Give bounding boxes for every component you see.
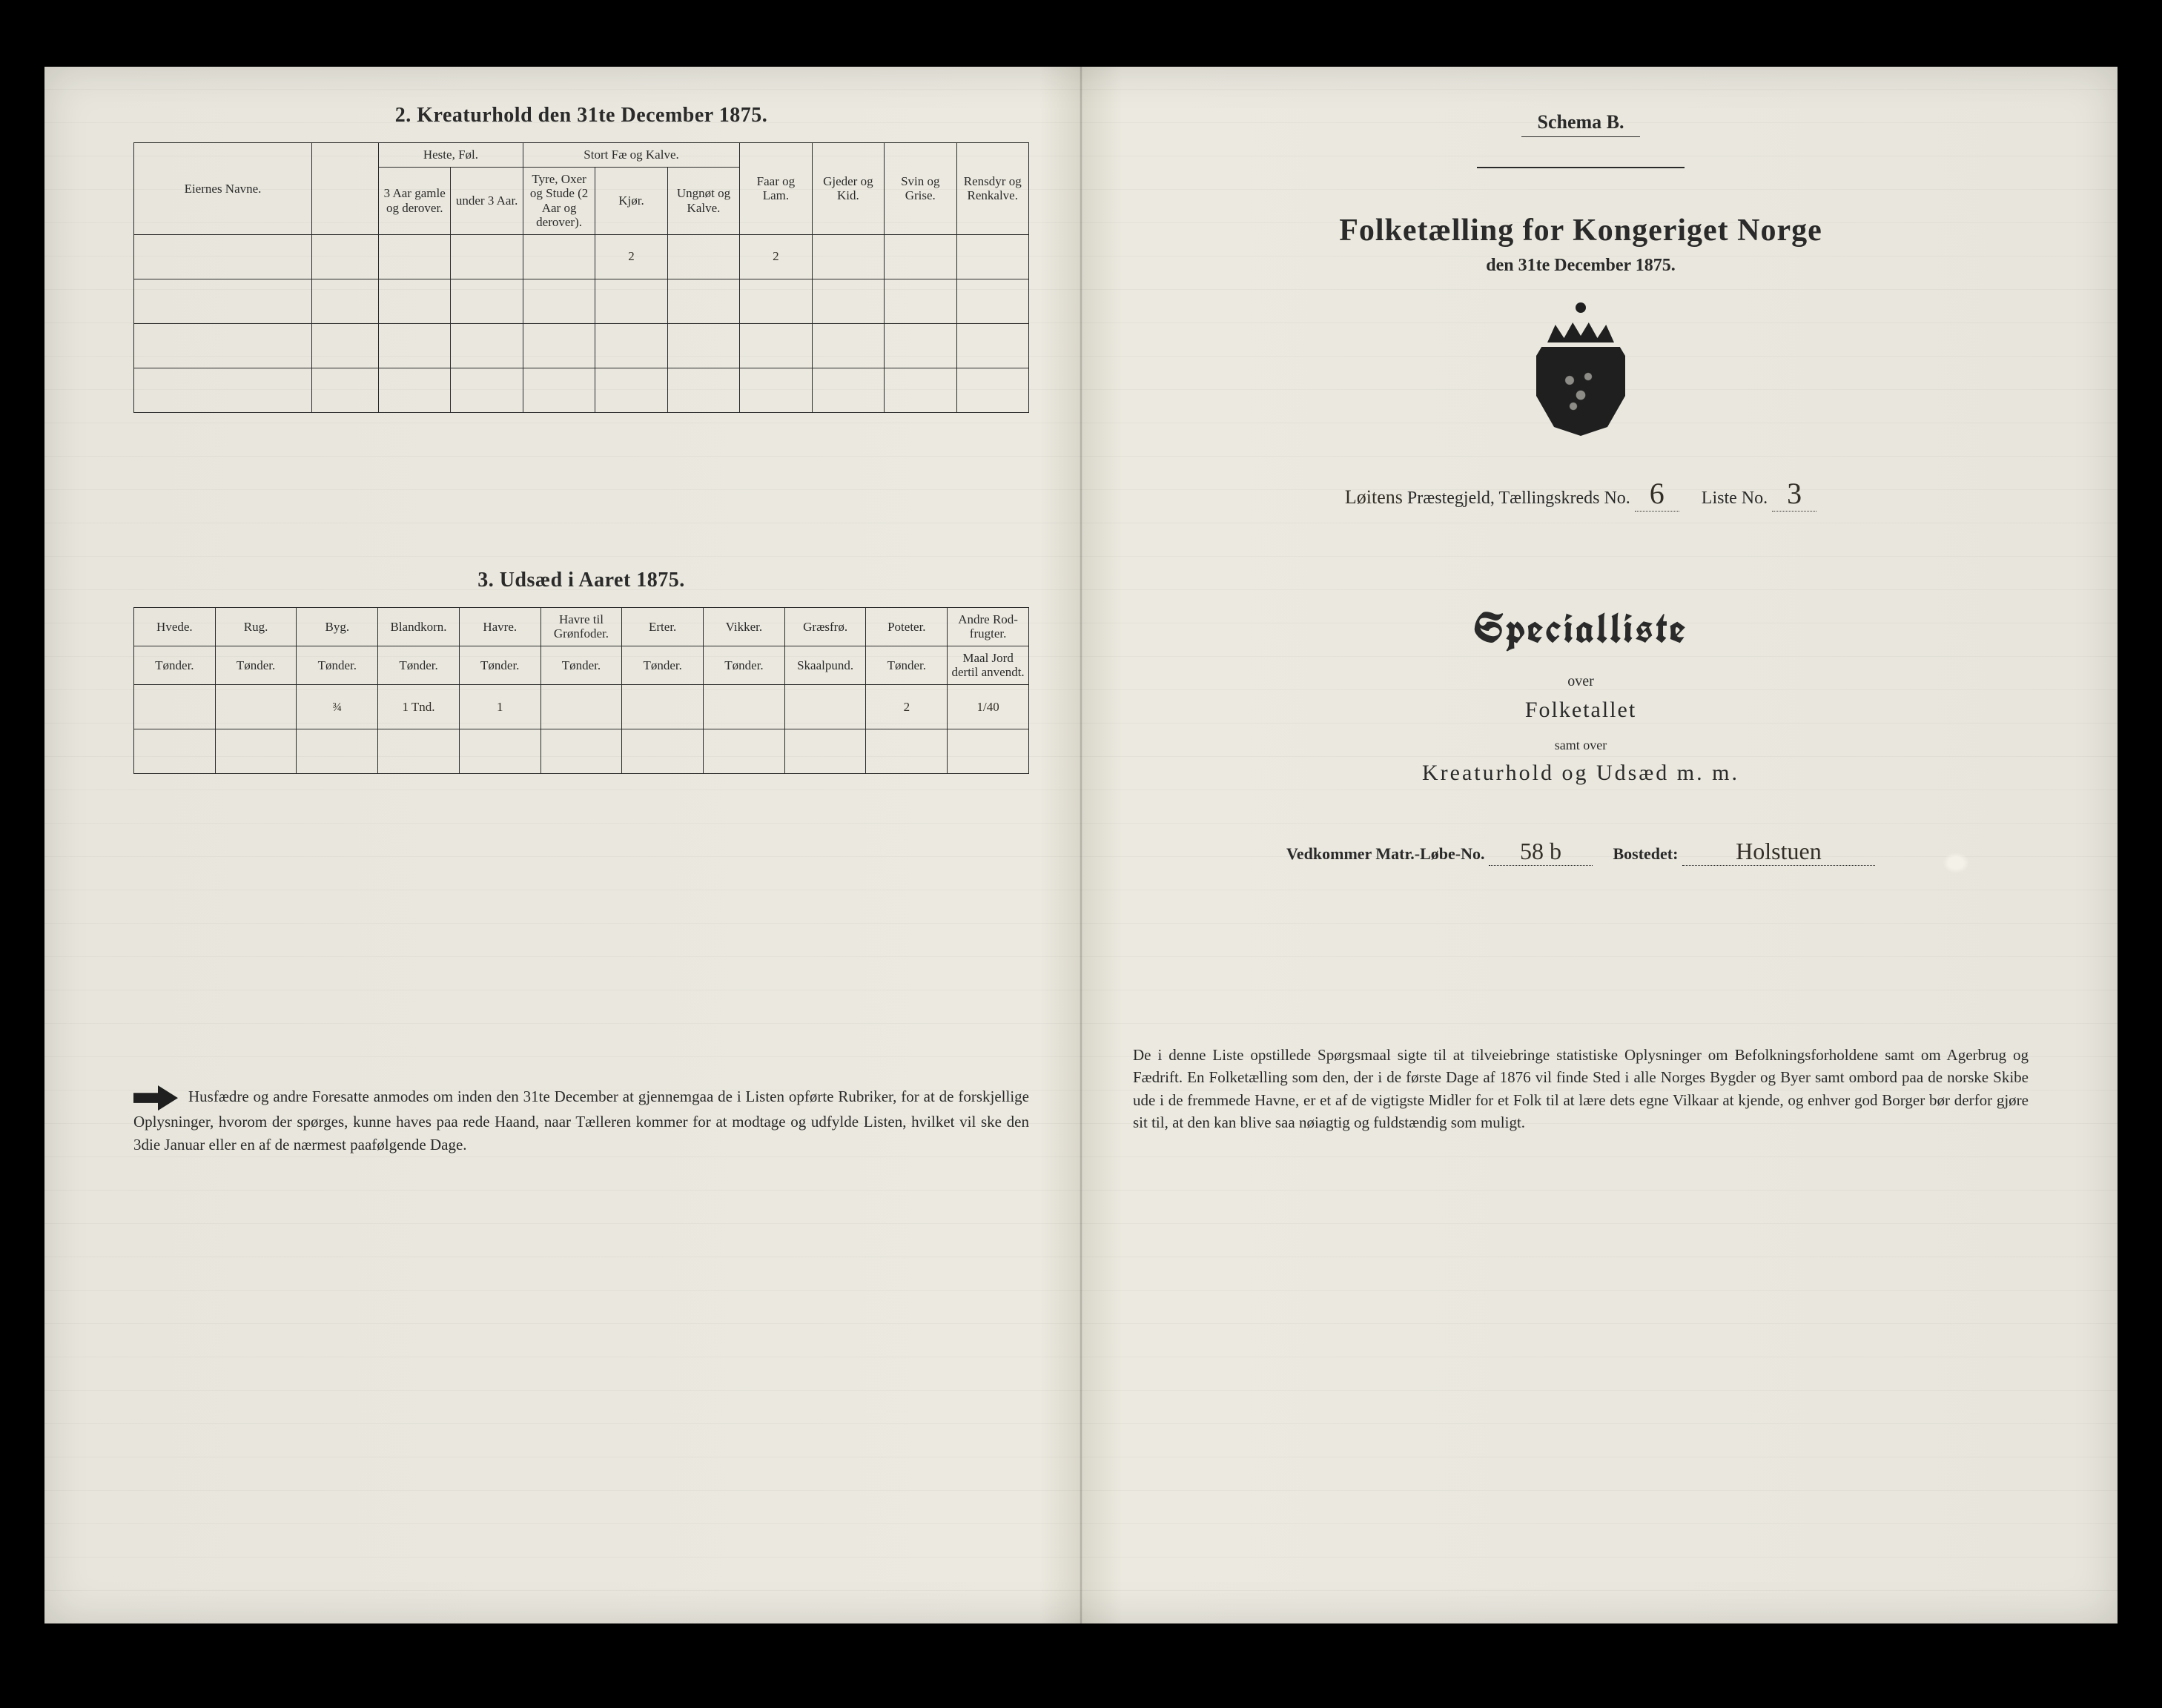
liste-label: Liste No. — [1702, 489, 1768, 508]
u10: Tønder. — [866, 646, 948, 684]
table-row — [134, 279, 1029, 323]
u6: Tønder. — [540, 646, 622, 684]
shield-icon — [1536, 347, 1625, 436]
over-label: over — [1133, 673, 2029, 690]
c8: Vikker. — [704, 607, 785, 646]
table-row: ¾ 1 Tnd. 1 2 1/40 — [134, 684, 1029, 729]
section2-title: 2. Kreaturhold den 31te December 1875. — [133, 104, 1029, 128]
scan-frame: 2. Kreaturhold den 31te December 1875. E… — [0, 0, 2162, 1708]
left-footnote-text: Husfædre og andre Foresatte anmodes om i… — [133, 1088, 1029, 1153]
left-footnote: Husfædre og andre Foresatte anmodes om i… — [133, 1085, 1029, 1156]
table-row: Hvede. Rug. Byg. Blandkorn. Havre. Havre… — [134, 607, 1029, 646]
parish-mid: Præstegjeld, Tællingskreds No. — [1407, 489, 1630, 508]
bostedet-label: Bostedet: — [1613, 844, 1678, 863]
parish-line: Løitens Præstegjeld, Tællingskreds No. 6… — [1133, 476, 2029, 512]
table-row: Eiernes Navne. Heste, Føl. Stort Fæ og K… — [134, 143, 1029, 168]
c2: Rug. — [215, 607, 297, 646]
section2-table: Eiernes Navne. Heste, Føl. Stort Fæ og K… — [133, 142, 1029, 413]
table-row — [134, 323, 1029, 368]
c7: Erter. — [622, 607, 704, 646]
col-reindeer: Rensdyr og Renkalve. — [956, 143, 1029, 235]
table-row: Tønder. Tønder. Tønder. Tønder. Tønder. … — [134, 646, 1029, 684]
specialliste-heading: Specialliste — [1133, 600, 2029, 655]
folketallet-label: Folketallet — [1133, 698, 2029, 723]
matr-no: 58 b — [1489, 838, 1593, 866]
u9: Skaalpund. — [784, 646, 866, 684]
col-sheep: Faar og Lam. — [740, 143, 812, 235]
val-cattle2: 2 — [595, 234, 667, 279]
u11: Maal Jord dertil anvendt. — [948, 646, 1029, 684]
c10: Poteter. — [866, 607, 948, 646]
kreatur-udsaed-label: Kreaturhold og Udsæd m. m. — [1133, 761, 2029, 786]
c5: Havre. — [459, 607, 540, 646]
v-c11: 1/40 — [948, 684, 1029, 729]
c6: Havre til Grønfoder. — [540, 607, 622, 646]
vedkommer-line: Vedkommer Matr.-Løbe-No. 58 b Bostedet: … — [1133, 838, 2029, 866]
left-page: 2. Kreaturhold den 31te December 1875. E… — [44, 67, 1081, 1623]
u3: Tønder. — [297, 646, 378, 684]
main-title: Folketælling for Kongeriget Norge — [1133, 213, 2029, 248]
col-goats: Gjeder og Kid. — [812, 143, 884, 235]
table-row — [134, 368, 1029, 412]
c4: Blandkorn. — [378, 607, 460, 646]
c1: Hvede. — [134, 607, 216, 646]
page-spread: 2. Kreaturhold den 31te December 1875. E… — [44, 67, 2118, 1623]
schema-label: Schema B. — [1521, 111, 1640, 137]
col-blank — [312, 143, 379, 235]
crown-icon — [1547, 313, 1614, 342]
col-cattle3: Ungnøt og Kalve. — [667, 167, 739, 234]
v-c3: ¾ — [297, 684, 378, 729]
table-row — [134, 729, 1029, 773]
col-horses: Heste, Føl. — [379, 143, 523, 168]
col-owner: Eiernes Navne. — [134, 143, 312, 235]
u8: Tønder. — [704, 646, 785, 684]
coat-of-arms-icon — [1529, 313, 1633, 439]
samt-label: samt over — [1133, 738, 2029, 753]
v-c10: 2 — [866, 684, 948, 729]
col-horse2: under 3 Aar. — [451, 167, 523, 234]
u5: Tønder. — [459, 646, 540, 684]
c11: Andre Rod-frugter. — [948, 607, 1029, 646]
v-c5: 1 — [459, 684, 540, 729]
right-footnote: De i denne Liste opstillede Spørgsmaal s… — [1133, 1044, 2029, 1134]
kreds-no: 6 — [1635, 476, 1679, 512]
ornament-divider — [1477, 167, 1685, 168]
paper-stain — [1943, 853, 1969, 873]
bostedet-value: Holstuen — [1682, 838, 1875, 866]
sub-date: den 31te December 1875. — [1133, 256, 2029, 276]
col-pigs: Svin og Grise. — [885, 143, 956, 235]
col-cattle1: Tyre, Oxer og Stude (2 Aar og derover). — [523, 167, 595, 234]
col-cattle: Stort Fæ og Kalve. — [523, 143, 739, 168]
u2: Tønder. — [215, 646, 297, 684]
u7: Tønder. — [622, 646, 704, 684]
u1: Tønder. — [134, 646, 216, 684]
liste-no: 3 — [1772, 476, 1816, 512]
pointer-icon — [133, 1085, 178, 1110]
section3-title: 3. Udsæd i Aaret 1875. — [133, 569, 1029, 592]
table-row: 2 2 — [134, 234, 1029, 279]
col-cattle2: Kjør. — [595, 167, 667, 234]
section3-table: Hvede. Rug. Byg. Blandkorn. Havre. Havre… — [133, 607, 1029, 774]
u4: Tønder. — [378, 646, 460, 684]
val-sheep: 2 — [740, 234, 812, 279]
vedk-label: Vedkommer Matr.-Løbe-No. — [1286, 844, 1484, 863]
right-page: Schema B. Folketælling for Kongeriget No… — [1081, 67, 2118, 1623]
c3: Byg. — [297, 607, 378, 646]
c9: Græsfrø. — [784, 607, 866, 646]
parish-prefix: Løitens — [1345, 486, 1403, 508]
col-horse1: 3 Aar gamle og derover. — [379, 167, 451, 234]
v-c4: 1 Tnd. — [378, 684, 460, 729]
